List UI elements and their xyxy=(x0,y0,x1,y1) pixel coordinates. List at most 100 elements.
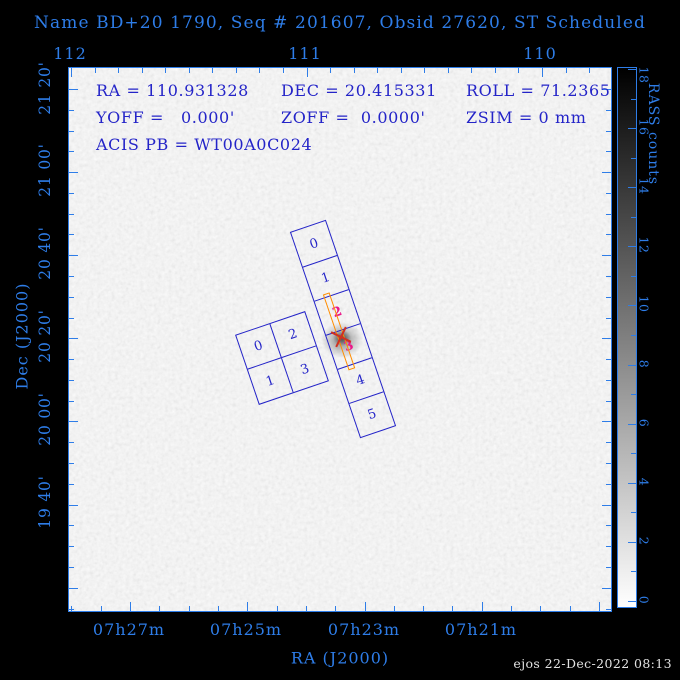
top-axis-tick xyxy=(565,68,567,73)
bottom-axis-tick xyxy=(335,606,337,611)
right-axis-tick xyxy=(606,442,611,444)
right-axis-tick xyxy=(606,463,611,465)
info-ra: RA = 110.931328 xyxy=(96,81,249,100)
right-axis-tick xyxy=(606,296,611,298)
left-axis-label: 21 00' xyxy=(36,143,54,197)
colorbar-tick xyxy=(628,423,636,425)
top-axis-tick xyxy=(518,68,520,73)
colorbar-tick-label: 6 xyxy=(636,418,652,427)
bottom-axis-label: 07h21m xyxy=(444,620,518,639)
info-yoff: YOFF = 0.000' xyxy=(96,108,235,127)
colorbar-tick-label: 16 xyxy=(636,118,652,136)
right-axis-tick xyxy=(602,587,611,589)
left-axis-label: 20 00' xyxy=(36,392,54,446)
top-axis-tick xyxy=(471,68,473,73)
left-axis-tick xyxy=(69,421,78,423)
left-axis-tick xyxy=(69,525,74,527)
creation-timestamp: ejos 22-Dec-2022 08:13 xyxy=(513,656,672,671)
bottom-axis-tick xyxy=(511,606,513,611)
colorbar-tick xyxy=(631,98,636,100)
colorbar-tick xyxy=(631,275,636,277)
bottom-axis-label: 07h25m xyxy=(209,620,283,639)
colorbar-tick xyxy=(631,335,636,337)
left-axis-tick xyxy=(69,276,74,278)
right-axis-tick xyxy=(606,109,611,111)
top-axis-tick xyxy=(212,68,214,73)
bottom-axis-tick xyxy=(217,606,219,611)
right-axis-tick xyxy=(606,276,611,278)
bottom-axis-tick xyxy=(423,606,425,611)
bottom-axis-tick xyxy=(452,606,454,611)
bottom-axis-tick xyxy=(276,606,278,611)
bottom-axis-tick xyxy=(305,606,307,611)
acis-s-chip-label: 1 xyxy=(319,269,333,287)
acis-i-chip-label: 1 xyxy=(263,372,277,390)
colorbar-tick-label: 10 xyxy=(636,296,652,313)
colorbar-tick xyxy=(631,512,636,514)
left-axis-tick xyxy=(69,442,74,444)
bottom-axis-tick xyxy=(364,602,366,611)
acis-s-chip-label: 5 xyxy=(365,406,379,424)
top-axis-tick xyxy=(494,68,496,73)
left-axis-tick xyxy=(69,192,74,194)
left-axis-tick xyxy=(69,130,74,132)
bottom-axis-tick xyxy=(159,606,161,611)
colorbar-tick-label: 4 xyxy=(636,477,652,487)
right-axis-tick xyxy=(606,213,611,215)
right-axis-tick xyxy=(606,379,611,381)
left-axis-tick xyxy=(69,296,74,298)
info-roll: ROLL = 71.2365 xyxy=(466,81,611,100)
left-axis-tick xyxy=(69,172,78,174)
left-axis-tick xyxy=(69,234,74,236)
bottom-axis-tick xyxy=(569,606,571,611)
bottom-axis-label: 07h27m xyxy=(92,620,166,639)
colorbar-tick-label: 12 xyxy=(636,236,652,254)
colorbar-tick xyxy=(628,246,636,248)
left-axis-tick xyxy=(69,151,74,153)
right-axis-tick xyxy=(602,172,611,174)
acis-i-chip-label: 0 xyxy=(252,338,265,355)
left-axis-tick xyxy=(69,463,74,465)
left-axis-tick xyxy=(69,379,74,381)
colorbar-tick xyxy=(628,482,636,484)
dec-axis-title: Dec (J2000) xyxy=(12,282,32,390)
sky-plot-area: RA = 110.931328 DEC = 20.415331 ROLL = 7… xyxy=(68,67,612,612)
left-axis-tick xyxy=(69,483,74,485)
left-axis-label: 19 40' xyxy=(36,475,54,529)
colorbar-tick xyxy=(628,601,636,602)
right-axis-tick xyxy=(606,130,611,132)
left-axis-tick xyxy=(69,608,74,610)
acis-s-chip-label: 4 xyxy=(354,372,367,390)
plot-title: Name BD+20 1790, Seq # 201607, Obsid 276… xyxy=(34,13,646,33)
right-axis-tick xyxy=(602,89,611,90)
top-axis-tick xyxy=(118,68,120,73)
top-axis-tick xyxy=(589,68,591,73)
top-axis-tick xyxy=(447,68,449,73)
right-axis-tick xyxy=(606,546,611,548)
top-axis-tick xyxy=(330,68,332,73)
top-axis-tick xyxy=(259,68,261,73)
colorbar-tick-label: 14 xyxy=(636,177,652,195)
bottom-axis-tick xyxy=(481,602,483,611)
left-axis-tick xyxy=(69,317,74,319)
right-axis-tick xyxy=(602,504,611,506)
top-axis-tick xyxy=(141,68,143,73)
info-zsim: ZSIM = 0 mm xyxy=(466,108,587,127)
bottom-axis-label: 07h23m xyxy=(327,620,401,639)
colorbar-tick xyxy=(628,69,636,71)
colorbar-tick xyxy=(628,364,636,366)
colorbar-tick-label: 0 xyxy=(636,595,652,605)
right-axis-tick xyxy=(606,566,611,568)
bottom-axis-tick xyxy=(100,606,102,611)
top-axis-label: 112 xyxy=(53,44,87,63)
right-axis-tick xyxy=(606,151,611,153)
top-axis-tick xyxy=(400,68,402,73)
bottom-axis-tick xyxy=(393,606,395,611)
ra-axis-title: RA (J2000) xyxy=(290,648,390,668)
right-axis-tick xyxy=(602,421,611,423)
right-axis-tick xyxy=(606,483,611,485)
colorbar-tick-label: 8 xyxy=(636,359,652,368)
acis-s-chip-label: 0 xyxy=(307,235,321,253)
colorbar-tick-label: 18 xyxy=(636,66,652,84)
top-axis-tick xyxy=(94,68,96,73)
